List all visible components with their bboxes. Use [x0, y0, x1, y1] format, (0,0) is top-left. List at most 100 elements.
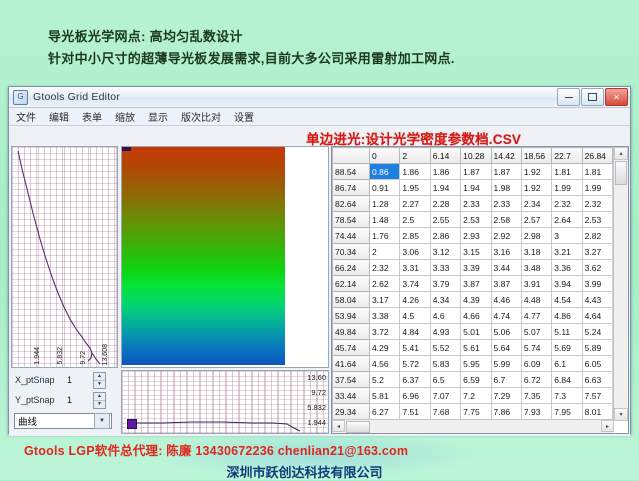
table-row[interactable]: 49.84 3.72 4.84 4.93 5.01 5.06 5.07 5.11 5.24	[332, 323, 614, 340]
grid-horizontal-scrollbar[interactable]: ◂ ▸	[332, 419, 614, 433]
table-cell[interactable]: 7.3	[551, 387, 583, 404]
menu-item-view[interactable]: 显示	[148, 113, 168, 124]
x-snap-down-icon[interactable]: ▼	[97, 381, 102, 387]
table-row-header[interactable]: 53.94	[332, 307, 370, 324]
table-cell[interactable]: 3.79	[429, 275, 462, 292]
table-cell[interactable]: 5.24	[581, 323, 614, 340]
chevron-down-icon[interactable]: ▼	[94, 413, 110, 429]
table-cell[interactable]: 5.52	[429, 339, 462, 356]
table-cell[interactable]: 7.29	[490, 387, 522, 404]
table-cell[interactable]: 3.21	[551, 243, 583, 260]
table-cell[interactable]: 1.86	[399, 163, 431, 180]
vertical-scroll-thumb[interactable]	[615, 161, 627, 185]
menu-item-form[interactable]: 表单	[82, 113, 102, 124]
y-snap-up-icon[interactable]: ▲	[94, 393, 105, 401]
table-row[interactable]: 86.74 0.91 1.95 1.94 1.94 1.98 1.92 1.99 1.99	[332, 179, 614, 196]
table-row-header[interactable]: 29.34	[332, 403, 370, 420]
table-column-header[interactable]: 0	[368, 147, 401, 164]
table-cell[interactable]: 6.84	[551, 371, 583, 388]
table-cell[interactable]: 5.41	[399, 339, 431, 356]
table-cell[interactable]: 3.17	[368, 291, 401, 308]
table-cell[interactable]: 1.28	[368, 195, 401, 212]
horizontal-scroll-thumb[interactable]	[346, 421, 370, 433]
mode-select[interactable]: 曲线 ▼	[14, 413, 112, 429]
table-cell[interactable]: 2.93	[460, 227, 492, 244]
table-cell[interactable]: 1.87	[490, 163, 522, 180]
table-cell[interactable]: 6.27	[368, 403, 401, 420]
table-cell[interactable]: 5.2	[368, 371, 401, 388]
table-cell[interactable]: 3.38	[368, 307, 401, 324]
table-row[interactable]: 70.34 2 3.06 3.12 3.15 3.16 3.18 3.21 3.27	[332, 243, 614, 260]
table-cell[interactable]: 7.75	[460, 403, 492, 420]
table-row-header[interactable]: 78.54	[332, 211, 370, 228]
table-cell[interactable]: 1.94	[429, 179, 462, 196]
density-data-grid[interactable]: 0 2 6.14 10.28 14.42 18.56 22.7 26.84 88.54 0.86…	[331, 146, 629, 434]
table-cell[interactable]: 4.84	[399, 323, 431, 340]
menu-item-settings[interactable]: 设置	[234, 113, 254, 124]
table-cell[interactable]: 7.57	[581, 387, 614, 404]
table-cell[interactable]: 3.44	[490, 259, 522, 276]
y-snap-stepper[interactable]: ▲ ▼	[93, 391, 106, 409]
table-column-header[interactable]: 10.28	[460, 147, 492, 164]
table-cell[interactable]: 3	[551, 227, 583, 244]
table-cell[interactable]: 3.36	[551, 259, 583, 276]
table-cell[interactable]: 1.81	[581, 163, 614, 180]
table-cell[interactable]: 6.7	[490, 371, 522, 388]
table-cell[interactable]: 6.63	[581, 371, 614, 388]
menu-item-compare[interactable]: 版次比对	[181, 113, 221, 124]
distribution-plot[interactable]: 13.60 9.72 5.832 1.944	[121, 370, 329, 434]
table-row[interactable]: 45.74 4.29 5.41 5.52 5.61 5.64 5.74 5.69 5.89	[332, 339, 614, 356]
table-cell[interactable]: 3.06	[399, 243, 431, 260]
table-cell[interactable]: 2	[368, 243, 401, 260]
table-cell[interactable]: 7.51	[399, 403, 431, 420]
scroll-down-icon[interactable]: ▾	[614, 408, 628, 421]
table-cell[interactable]: 2.64	[551, 211, 583, 228]
table-cell[interactable]: 6.72	[520, 371, 553, 388]
table-cell[interactable]: 3.15	[460, 243, 492, 260]
table-cell[interactable]: 3.99	[581, 275, 614, 292]
table-column-header[interactable]: 26.84	[581, 147, 614, 164]
table-cell[interactable]: 4.86	[551, 307, 583, 324]
x-snap-stepper[interactable]: ▲ ▼	[93, 371, 106, 389]
y-snap-down-icon[interactable]: ▼	[97, 401, 102, 407]
table-cell[interactable]: 2.98	[520, 227, 553, 244]
table-row[interactable]: 41.64 4.56 5.72 5.83 5.95 5.99 6.09 6.1 6.05	[332, 355, 614, 372]
grid-vertical-scrollbar[interactable]: ▴ ▾	[613, 147, 628, 421]
table-cell[interactable]: 4.43	[581, 291, 614, 308]
table-cell[interactable]: 5.89	[581, 339, 614, 356]
table-cell[interactable]: 1.95	[399, 179, 431, 196]
table-cell[interactable]: 2.53	[460, 211, 492, 228]
table-row-header[interactable]: 74.44	[332, 227, 370, 244]
menu-item-edit[interactable]: 编辑	[49, 113, 69, 124]
table-cell[interactable]: 4.48	[520, 291, 553, 308]
table-cell[interactable]: 4.74	[490, 307, 522, 324]
table-cell[interactable]: 5.69	[551, 339, 583, 356]
table-cell[interactable]: 3.91	[520, 275, 553, 292]
table-cell[interactable]: 5.07	[520, 323, 553, 340]
table-row-header[interactable]: 82.64	[332, 195, 370, 212]
minimize-button[interactable]	[557, 88, 580, 106]
scroll-left-icon[interactable]: ◂	[332, 420, 345, 432]
table-cell[interactable]: 4.93	[429, 323, 462, 340]
table-cell[interactable]: 2.28	[429, 195, 462, 212]
table-cell[interactable]: 4.54	[551, 291, 583, 308]
table-cell[interactable]: 2.33	[490, 195, 522, 212]
table-cell[interactable]: 3.18	[520, 243, 553, 260]
table-cell[interactable]: 7.2	[460, 387, 492, 404]
table-cell[interactable]: 7.35	[520, 387, 553, 404]
table-row[interactable]: 29.34 6.27 7.51 7.68 7.75 7.86 7.93 7.95 8.01	[332, 403, 614, 420]
table-cell[interactable]: 2.5	[399, 211, 431, 228]
table-cell[interactable]: 1.99	[581, 179, 614, 196]
table-column-header[interactable]: 22.7	[551, 147, 583, 164]
table-cell[interactable]: 2.34	[520, 195, 553, 212]
table-row[interactable]: 37.54 5.2 6.37 6.5 6.59 6.7 6.72 6.84 6.63	[332, 371, 614, 388]
table-column-header[interactable]: 14.42	[490, 147, 522, 164]
table-cell[interactable]: 5.64	[490, 339, 522, 356]
table-cell[interactable]: 4.6	[429, 307, 462, 324]
table-cell[interactable]: 2.32	[368, 259, 401, 276]
table-cell[interactable]: 1.98	[490, 179, 522, 196]
scroll-up-icon[interactable]: ▴	[614, 147, 628, 160]
menu-item-zoom[interactable]: 缩放	[115, 113, 135, 124]
table-cell[interactable]: 7.86	[490, 403, 522, 420]
close-button[interactable]: ✕	[605, 88, 628, 106]
